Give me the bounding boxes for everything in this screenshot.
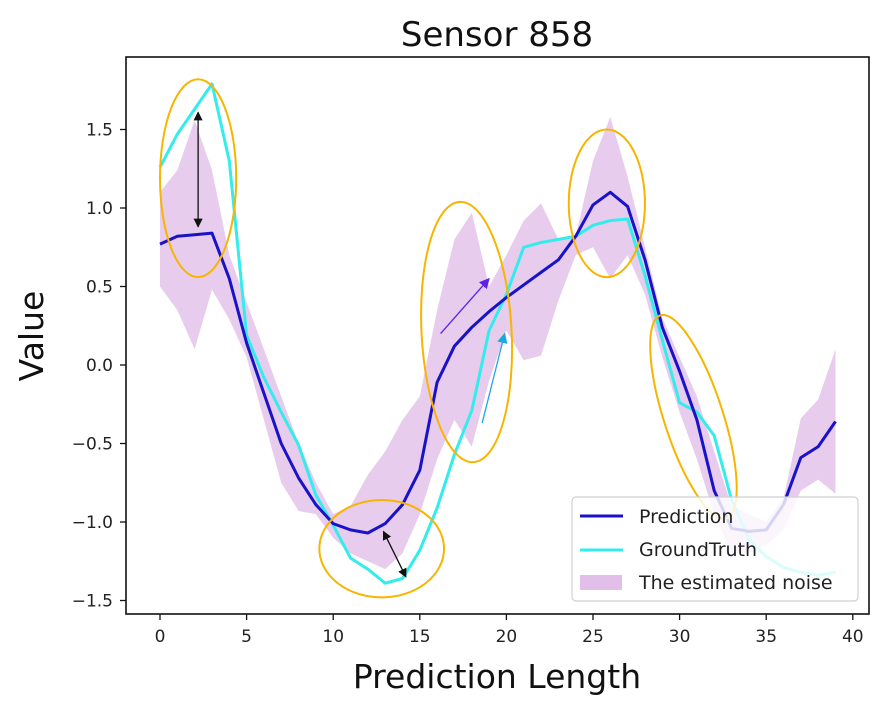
- x-tick-label: 20: [496, 627, 518, 647]
- highlight-ellipse: [567, 128, 646, 279]
- highlight-ellipse: [159, 78, 238, 279]
- x-tick-label: 10: [322, 627, 344, 647]
- highlight-ellipse: [318, 499, 446, 599]
- legend: Prediction GroundTruth The estimated noi…: [571, 496, 859, 602]
- y-tick-label: 0.0: [86, 356, 113, 376]
- x-tick-label: 30: [669, 627, 691, 647]
- legend-prediction-label: Prediction: [639, 506, 733, 528]
- legend-groundtruth-label: GroundTruth: [639, 539, 757, 561]
- legend-noise-label: The estimated noise: [638, 572, 833, 594]
- double-arrow: [382, 530, 407, 578]
- chart-title: Sensor 858: [401, 15, 593, 55]
- legend-noise-swatch: [580, 575, 622, 590]
- y-axis: 1.5 1.0 0.5 0.0 −0.5 −1.0 −1.5: [72, 121, 126, 612]
- x-tick-label: 15: [409, 627, 431, 647]
- x-tick-label: 25: [582, 627, 604, 647]
- axes-frame: [125, 56, 870, 615]
- trend-arrow: [481, 332, 508, 424]
- x-tick-label: 0: [155, 627, 166, 647]
- x-tick-label: 35: [755, 627, 777, 647]
- trend-arrow: [440, 277, 490, 335]
- y-tick-label: −0.5: [72, 435, 113, 455]
- y-axis-label: Value: [12, 291, 51, 382]
- annotations: [159, 78, 738, 599]
- highlight-ellipse: [420, 200, 514, 464]
- legend-box: [571, 496, 859, 602]
- y-tick-label: −1.5: [72, 592, 113, 612]
- groundtruth-line: [158, 82, 836, 585]
- x-axis-label: Prediction Length: [353, 657, 641, 696]
- y-tick-label: 1.0: [86, 199, 113, 219]
- x-tick-label: 40: [842, 627, 864, 647]
- y-tick-label: 1.5: [86, 121, 113, 141]
- y-tick-label: 0.5: [86, 278, 113, 298]
- x-axis: 0 5 10 15 20 25 30 35 40: [155, 614, 864, 647]
- x-tick-label: 5: [241, 627, 252, 647]
- y-tick-label: −1.0: [72, 513, 113, 533]
